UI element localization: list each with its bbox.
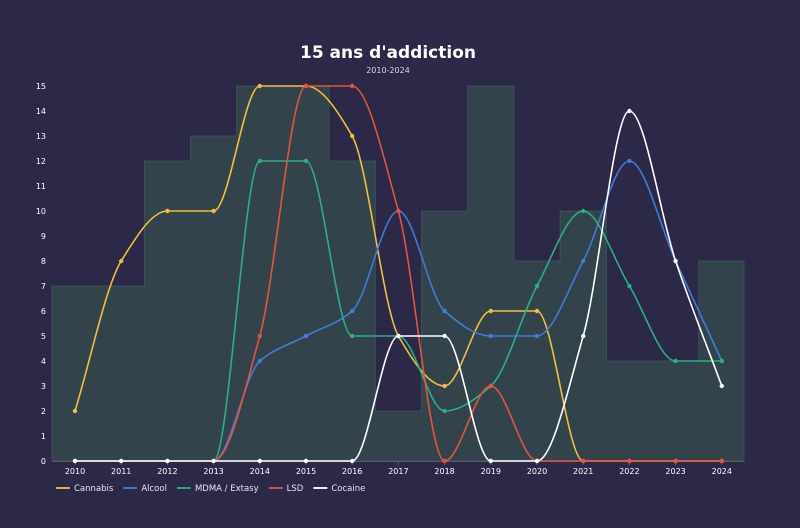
x-tick-label: 2016	[342, 467, 362, 476]
data-point-mdma-extasy	[627, 283, 632, 289]
data-point-alcool	[303, 333, 309, 339]
data-point-mdma-extasy	[719, 358, 724, 364]
data-point-lsd	[719, 458, 724, 464]
y-tick-label: 10	[36, 207, 46, 216]
data-point-cocaine	[257, 458, 262, 464]
data-point-cocaine	[442, 333, 447, 339]
data-point-cocaine	[165, 458, 170, 464]
series-cocaine	[72, 108, 724, 464]
x-tick-label: 2022	[619, 467, 639, 476]
data-point-cocaine	[719, 383, 724, 389]
y-tick-label: 13	[36, 132, 46, 141]
data-point-cannabis	[257, 83, 262, 89]
chart-title: 15 ans d'addiction	[300, 43, 476, 63]
data-point-mdma-extasy	[581, 208, 586, 214]
data-point-cocaine	[673, 258, 678, 264]
data-point-lsd	[673, 458, 678, 464]
data-point-cannabis	[211, 208, 216, 214]
legend-label-mdma-extasy: MDMA / Extasy	[195, 484, 259, 494]
y-tick-label: 5	[41, 332, 46, 341]
x-tick-label: 2021	[573, 467, 593, 476]
data-point-mdma-extasy	[350, 333, 355, 339]
y-tick-label: 2	[41, 407, 46, 416]
x-tick-label: 2023	[665, 467, 685, 476]
data-point-mdma-extasy	[534, 283, 540, 289]
data-point-lsd	[627, 458, 632, 464]
x-tick-label: 2024	[712, 467, 732, 476]
data-point-cocaine	[303, 458, 309, 464]
y-tick-label: 0	[41, 457, 46, 466]
x-tick-label: 2010	[65, 467, 85, 476]
data-point-lsd	[442, 458, 447, 464]
background-steps	[51, 85, 745, 462]
data-point-cocaine	[211, 458, 216, 464]
y-tick-label: 8	[41, 257, 46, 266]
y-tick-label: 6	[41, 307, 46, 316]
data-point-cannabis	[72, 408, 78, 414]
y-tick-label: 12	[36, 157, 46, 166]
x-tick-label: 2014	[250, 467, 270, 476]
x-tick-label: 2011	[111, 467, 131, 476]
background-step-area	[51, 85, 745, 462]
data-point-cocaine	[350, 458, 355, 464]
data-point-cocaine	[581, 333, 586, 339]
data-point-cannabis	[442, 383, 447, 389]
legend-label-alcool: Alcool	[141, 484, 167, 494]
data-point-alcool	[627, 158, 632, 164]
data-point-cannabis	[119, 258, 124, 264]
y-tick-label: 3	[41, 382, 46, 391]
data-point-alcool	[257, 358, 262, 364]
y-tick-label: 7	[41, 282, 46, 291]
data-point-mdma-extasy	[673, 358, 678, 364]
data-point-cannabis	[488, 308, 493, 314]
x-axis: 2010 2011 2012 2013 2014 2015 2016 2017 2018 2019…	[52, 461, 744, 476]
data-point-lsd	[396, 208, 401, 214]
data-point-alcool	[350, 308, 355, 314]
legend-label-lsd: LSD	[287, 484, 304, 494]
chart-subtitle: 2010-2024	[366, 66, 410, 75]
x-tick-label: 2019	[481, 467, 501, 476]
data-point-mdma-extasy	[257, 158, 262, 164]
data-point-lsd	[303, 83, 309, 89]
y-tick-label: 15	[36, 82, 46, 91]
data-point-cocaine	[396, 333, 401, 339]
data-point-mdma-extasy	[442, 408, 447, 414]
data-point-lsd	[350, 83, 355, 89]
data-point-cocaine	[488, 458, 493, 464]
x-tick-label: 2017	[388, 467, 408, 476]
legend-label-cannabis: Cannabis	[74, 484, 114, 494]
data-point-cannabis	[350, 133, 355, 139]
x-tick-label: 2013	[203, 467, 223, 476]
data-point-alcool	[442, 308, 447, 314]
x-tick-label: 2020	[527, 467, 547, 476]
data-point-mdma-extasy	[303, 158, 309, 164]
y-tick-label: 11	[36, 182, 46, 191]
y-tick-label: 4	[41, 357, 46, 366]
y-tick-label: 9	[41, 232, 46, 241]
y-tick-label: 14	[36, 107, 46, 116]
legend: Cannabis Alcool MDMA / Extasy LSD Cocaine	[56, 484, 365, 494]
data-point-lsd	[488, 383, 493, 389]
data-point-lsd	[581, 458, 586, 464]
x-tick-label: 2012	[157, 467, 177, 476]
data-point-cocaine	[627, 108, 632, 114]
x-tick-label: 2015	[296, 467, 316, 476]
x-tick-label: 2018	[434, 467, 454, 476]
legend-label-cocaine: Cocaine	[331, 484, 365, 494]
data-point-lsd	[257, 333, 262, 339]
data-point-alcool	[581, 258, 586, 264]
data-point-cannabis	[534, 308, 540, 314]
y-tick-label: 1	[41, 432, 46, 441]
data-point-alcool	[488, 333, 493, 339]
data-point-cocaine	[119, 458, 124, 464]
data-point-cocaine	[72, 458, 78, 464]
data-point-cannabis	[165, 208, 170, 214]
series-layer	[72, 83, 724, 464]
data-point-cocaine	[534, 458, 540, 464]
data-point-alcool	[534, 333, 540, 339]
